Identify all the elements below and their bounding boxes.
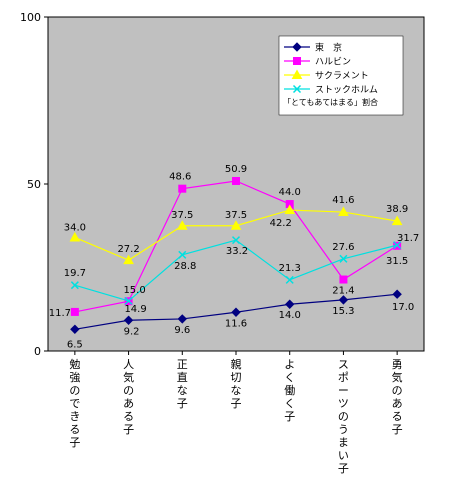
data-label: 21.3: [279, 263, 301, 274]
data-label: 27.2: [117, 244, 139, 255]
data-label: 6.5: [67, 339, 83, 350]
data-label: 11.7: [49, 308, 71, 319]
series-lines: [69, 176, 403, 334]
data-point: [231, 307, 241, 317]
data-point: [292, 84, 302, 94]
legend-item: サクラメント: [284, 69, 369, 82]
data-label: 14.9: [124, 304, 146, 315]
data-label: 14.0: [279, 310, 301, 321]
data-label: 15.0: [123, 285, 145, 296]
data-point: [292, 42, 302, 52]
series-3: [70, 236, 402, 305]
legend-label: 東 京: [315, 42, 342, 54]
legend-label: サクラメント: [315, 71, 369, 82]
y-tick-label: 0: [34, 345, 41, 358]
legend-item: 東 京: [284, 42, 342, 54]
legend-note: 「とてもあてはまる」割合: [283, 97, 378, 107]
data-label: 42.2: [270, 218, 292, 229]
data-point: [339, 275, 348, 284]
data-point: [392, 289, 402, 299]
series-0: [70, 289, 402, 334]
x-tick-label: よく働く子: [284, 358, 295, 423]
data-label: 21.4: [332, 286, 354, 297]
data-point: [284, 204, 296, 215]
data-point: [123, 315, 134, 325]
data-point: [338, 206, 349, 217]
data-label: 19.7: [64, 268, 86, 279]
data-point: [293, 57, 301, 65]
data-label: 9.6: [174, 325, 190, 336]
data-point: [178, 250, 187, 259]
data-point: [124, 296, 133, 305]
data-label: 9.2: [124, 326, 140, 337]
x-tick-label: 勇気のある子: [392, 358, 403, 436]
data-label: 15.3: [332, 306, 354, 317]
data-point: [291, 69, 303, 79]
data-label: 38.9: [386, 204, 408, 215]
x-tick-label: 正直な子: [177, 358, 188, 410]
legend-item: ハルビン: [284, 57, 351, 68]
data-point: [123, 254, 134, 265]
data-point: [69, 231, 81, 242]
data-label: 27.6: [332, 242, 354, 253]
series-2: [69, 204, 403, 265]
data-point: [176, 220, 188, 230]
data-label: 11.6: [225, 318, 247, 329]
data-label: 28.8: [174, 261, 196, 272]
data-label: 50.9: [225, 164, 247, 175]
data-label: 33.2: [226, 246, 248, 257]
legend-label: ストックホルム: [315, 85, 378, 96]
data-point: [232, 176, 240, 185]
legend-item: ストックホルム: [284, 85, 378, 96]
data-point: [338, 295, 349, 305]
data-point: [391, 215, 403, 226]
data-label: 48.6: [169, 172, 191, 183]
data-labels: 6.5 9.2 9.6 11.6 14.0 15.3 17.0 11.7 14.9 48.6 50.…: [49, 164, 420, 350]
x-tick-label: スポーツのうまい子: [338, 358, 349, 475]
data-point: [70, 324, 80, 334]
legend-label: ハルビン: [315, 57, 351, 68]
data-label: 41.6: [332, 195, 354, 206]
data-point: [230, 220, 242, 230]
data-point: [178, 184, 187, 193]
y-tick-label: 100: [20, 11, 41, 24]
data-label: 37.5: [225, 210, 247, 221]
data-point: [285, 299, 295, 309]
data-point: [70, 307, 79, 316]
data-label: 44.0: [279, 187, 301, 198]
data-label: 34.0: [64, 222, 86, 233]
data-point: [285, 275, 294, 284]
data-point: [177, 314, 187, 324]
data-label: 17.0: [392, 302, 414, 313]
x-tick-label: 勉強のできる子: [69, 357, 80, 449]
x-axis: 勉強のできる子 人気のある子 正直な子 親切な子 よく働く子 スポーツのうまい子 勇気のある…: [69, 351, 403, 475]
data-point: [70, 281, 79, 290]
data-point: [339, 254, 348, 263]
data-label: 31.5: [386, 256, 408, 267]
data-point: [393, 241, 402, 250]
x-tick-label: 親切な子: [231, 358, 242, 410]
x-tick-label: 人気のある子: [123, 358, 134, 436]
y-tick-label: 50: [27, 178, 41, 191]
data-point: [231, 236, 241, 245]
data-label: 37.5: [171, 210, 193, 221]
data-label: 31.7: [397, 233, 419, 244]
y-axis: 0 50 100: [20, 11, 48, 358]
